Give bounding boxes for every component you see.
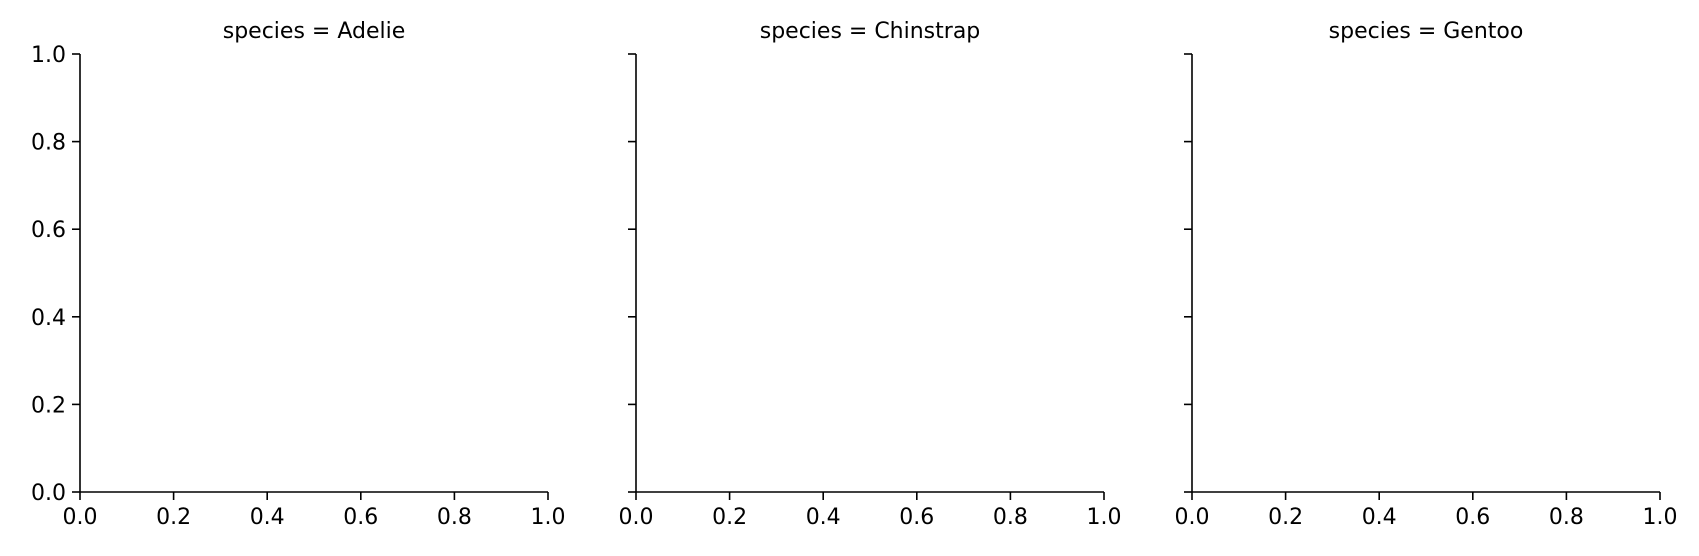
facet-title: species = Chinstrap (760, 19, 981, 44)
x-tick-label: 0.2 (1268, 505, 1303, 530)
x-tick-label: 0.0 (1175, 505, 1210, 530)
facet-panel-adelie: species = Adelie 0.0 0.2 0.4 0.6 0.8 1.0 0.0 0.2… (31, 19, 566, 530)
y-tick-label: 0.8 (31, 131, 66, 156)
x-tick-label: 1.0 (531, 505, 566, 530)
x-tick-label: 0.4 (1362, 505, 1397, 530)
x-tick-label: 0.6 (343, 505, 378, 530)
x-tick-label: 0.0 (63, 505, 98, 530)
facet-panel-gentoo: species = Gentoo 0.0 0.2 0.4 0.6 0.8 1.0 (1175, 19, 1678, 530)
x-tick-label: 1.0 (1087, 505, 1122, 530)
facet-title: species = Adelie (223, 19, 406, 44)
x-tick-label: 0.2 (712, 505, 747, 530)
x-tick-label: 0.2 (156, 505, 191, 530)
x-tick-label: 0.8 (993, 505, 1028, 530)
y-tick-label: 0.6 (31, 218, 66, 243)
x-tick-label: 0.8 (437, 505, 472, 530)
x-tick-label: 0.4 (806, 505, 841, 530)
facet-panel-chinstrap: species = Chinstrap 0.0 0.2 0.4 0.6 0.8 1.0 (619, 19, 1122, 530)
facet-title: species = Gentoo (1329, 19, 1524, 44)
x-tick-label: 0.0 (619, 505, 654, 530)
x-tick-label: 1.0 (1643, 505, 1678, 530)
x-tick-label: 0.8 (1549, 505, 1584, 530)
x-tick-label: 0.4 (250, 505, 285, 530)
y-tick-label: 0.4 (31, 306, 66, 331)
x-tick-label: 0.6 (1455, 505, 1490, 530)
facet-panels: species = Adelie 0.0 0.2 0.4 0.6 0.8 1.0 0.0 0.2… (31, 19, 1678, 530)
y-tick-label: 0.0 (31, 481, 66, 506)
y-tick-label: 1.0 (31, 43, 66, 68)
y-tick-label: 0.2 (31, 393, 66, 418)
x-tick-label: 0.6 (899, 505, 934, 530)
